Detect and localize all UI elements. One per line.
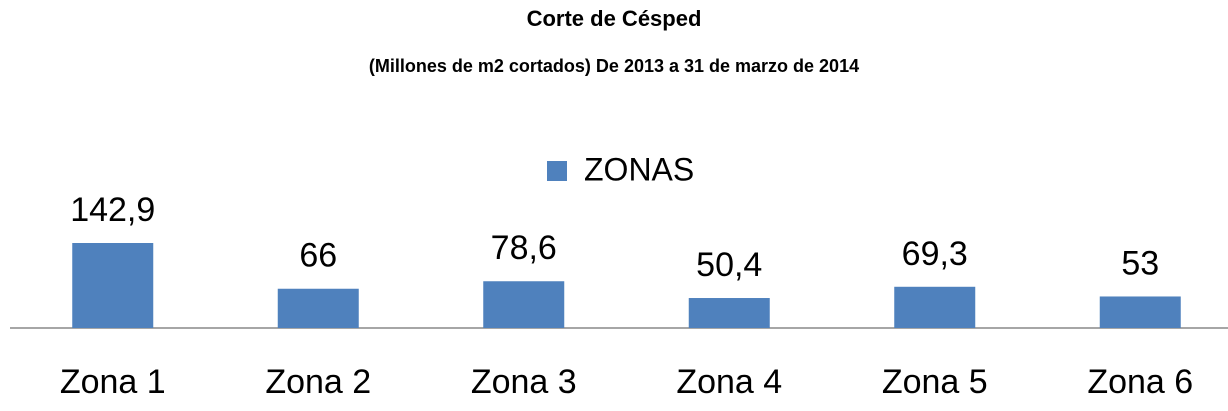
data-label: 69,3: [902, 235, 968, 273]
x-tick-label: Zona 4: [676, 363, 782, 401]
chart-subtitle: (Millones de m2 cortados) De 2013 a 31 d…: [369, 56, 859, 76]
x-tick-label: Zona 2: [265, 363, 371, 401]
data-label: 53: [1121, 244, 1159, 282]
bar: [483, 281, 565, 328]
x-tick-label: Zona 3: [471, 363, 577, 401]
data-label: 66: [299, 237, 337, 275]
legend-swatch: [547, 161, 567, 181]
chart-title: Corte de Césped: [527, 6, 702, 31]
bar: [1099, 296, 1181, 328]
data-label: 78,6: [491, 229, 557, 267]
bar: [72, 243, 154, 328]
bar: [688, 298, 770, 328]
data-label: 50,4: [696, 246, 762, 284]
data-label: 142,9: [70, 191, 155, 229]
x-tick-label: Zona 1: [60, 363, 166, 401]
bar: [277, 288, 359, 328]
x-tick-label: Zona 6: [1087, 363, 1193, 401]
x-tick-label: Zona 5: [882, 363, 988, 401]
legend-label: ZONAS: [584, 151, 694, 187]
bar: [894, 286, 976, 328]
